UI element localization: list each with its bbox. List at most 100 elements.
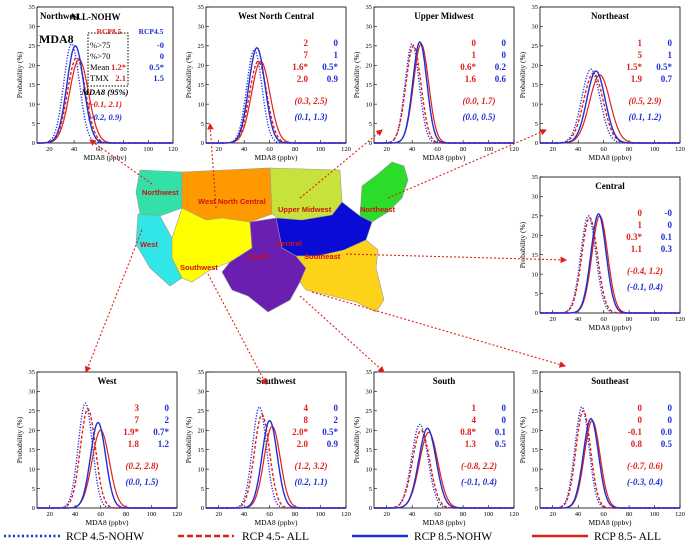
- stat-rcp85: 4: [304, 403, 309, 413]
- stat-rcp45: 1.2: [158, 439, 170, 449]
- stat-rcp85: 4: [472, 415, 477, 425]
- y-axis-label: Probability (%): [352, 51, 361, 98]
- key-box-title: ALL-NOHW: [69, 12, 120, 22]
- curve-rcp85-nohw: [37, 45, 173, 144]
- stat-rcp45: 0.6: [495, 74, 507, 84]
- x-tick-label: 60: [434, 511, 441, 518]
- stat-rcp45: 0: [668, 415, 673, 425]
- y-tick-label: 20: [366, 62, 373, 69]
- y-tick-label: 10: [532, 101, 539, 108]
- x-tick-label: 20: [215, 146, 222, 153]
- panel-title: South: [433, 376, 456, 386]
- y-axis-label: Probability (%): [15, 51, 24, 98]
- y-tick-label: 15: [532, 252, 539, 259]
- stat-rcp45: 2: [165, 415, 170, 425]
- stat-rcp85: -0.1: [628, 427, 643, 437]
- y-axis-label: Probability (%): [518, 416, 527, 463]
- y-tick-label: 5: [369, 486, 372, 493]
- x-tick-label: 20: [46, 511, 53, 518]
- stat-rcp85: 1.6: [465, 74, 477, 84]
- x-axis-label: MDA8 (ppbv): [83, 153, 127, 162]
- y-tick-label: 35: [532, 174, 539, 181]
- x-tick-label: 40: [72, 511, 79, 518]
- x-axis-label: MDA8 (ppbv): [588, 153, 632, 162]
- key-box-dotted-frame: [87, 32, 129, 87]
- y-tick-label: 20: [198, 427, 205, 434]
- stat-rcp45: 0: [668, 403, 673, 413]
- x-tick-label: 20: [383, 511, 390, 518]
- x-tick-label: 40: [409, 146, 416, 153]
- y-tick-label: 30: [366, 24, 373, 31]
- y-tick-label: 30: [29, 389, 36, 396]
- stat-rcp85: 1.2*: [111, 62, 126, 72]
- curve-rcp45-all: [540, 410, 680, 509]
- arrow-northeast: [387, 129, 548, 199]
- y-tick-label: 25: [532, 43, 539, 50]
- y-tick-label: 20: [532, 62, 539, 69]
- map-label-west-north-central: West North Central: [198, 197, 266, 206]
- y-tick-label: 30: [198, 24, 205, 31]
- x-tick-label: 40: [241, 511, 248, 518]
- x-tick-label: 60: [434, 146, 441, 153]
- stat-rcp85: 1: [638, 38, 643, 48]
- y-tick-label: 10: [532, 271, 539, 278]
- stat-rcp85: 1.8: [128, 439, 140, 449]
- stat-rcp45: 1: [334, 50, 339, 60]
- y-tick-label: 0: [535, 140, 538, 147]
- y-axis-label: Probability (%): [184, 416, 193, 463]
- key-row-label: %>75: [90, 40, 110, 50]
- x-tick-label: 20: [46, 146, 53, 153]
- x-tick-label: 80: [292, 146, 299, 153]
- map-label-southeast: Southeast: [304, 252, 341, 261]
- arrow-southeast: [299, 295, 385, 373]
- x-tick-label: 40: [575, 316, 582, 323]
- y-tick-label: 25: [366, 408, 373, 415]
- arrow-upper-midwest: [299, 129, 383, 199]
- y-tick-label: 30: [29, 24, 36, 31]
- curve-rcp85-nohw: [206, 419, 346, 509]
- x-tick-label: 60: [266, 511, 273, 518]
- y-tick-label: 10: [198, 466, 205, 473]
- curve-rcp85-nohw: [540, 213, 680, 314]
- x-axis-label: MDA8 (ppbv): [588, 518, 632, 527]
- stat-rcp85: 0: [638, 403, 643, 413]
- stat-rcp45: 0: [334, 403, 339, 413]
- stat-rcp85: 2.1: [115, 73, 126, 83]
- stat-rcp85: 1.9*: [123, 427, 139, 437]
- y-tick-label: 5: [32, 121, 35, 128]
- x-tick-label: 100: [143, 146, 153, 153]
- stat-rcp85: 7: [304, 50, 309, 60]
- y-tick-label: 35: [198, 4, 205, 11]
- stat-rcp45: -0: [665, 208, 673, 218]
- y-tick-label: 0: [32, 140, 35, 147]
- x-axis-label: MDA8 (ppbv): [254, 153, 298, 162]
- x-tick-label: 20: [215, 511, 222, 518]
- y-tick-label: 0: [32, 505, 35, 512]
- x-tick-label: 60: [600, 316, 607, 323]
- x-tick-label: 20: [549, 146, 556, 153]
- plot-frame: [539, 371, 681, 509]
- map-label-southwest: Southwest: [180, 263, 218, 272]
- stat-rcp85: 0.3*: [626, 232, 642, 242]
- key-col-header-rcp45: RCP4.5: [139, 27, 164, 36]
- y-tick-label: 15: [29, 447, 36, 454]
- y-tick-label: 20: [29, 62, 36, 69]
- map-label-south: South: [248, 252, 270, 261]
- y-tick-label: 25: [29, 43, 36, 50]
- plot-frame: [205, 371, 347, 509]
- ci-rcp45: (0.0, 0.5): [463, 112, 496, 122]
- x-tick-label: 20: [549, 316, 556, 323]
- stat-rcp45: 1: [668, 50, 673, 60]
- curve-rcp45-nohw: [540, 68, 680, 144]
- y-tick-label: 0: [201, 140, 204, 147]
- y-tick-label: 15: [29, 82, 36, 89]
- x-tick-label: 120: [172, 511, 182, 518]
- map-region-west-north-central: [181, 167, 273, 223]
- curve-rcp85-nohw: [37, 421, 177, 509]
- y-tick-label: 25: [198, 408, 205, 415]
- x-tick-label: 20: [383, 146, 390, 153]
- y-tick-label: 0: [535, 505, 538, 512]
- panel-title: Northeast: [591, 11, 629, 21]
